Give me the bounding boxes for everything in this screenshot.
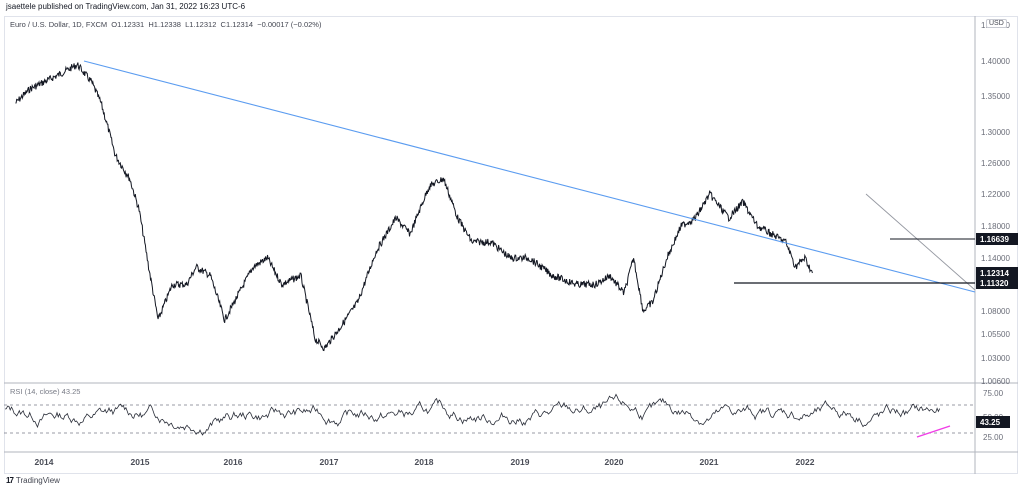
year-tick-label: 2022 <box>796 457 815 467</box>
year-tick-label: 2015 <box>131 457 150 467</box>
price-tag-label: 1.16639 <box>980 235 1009 244</box>
tradingview-brand: TradingView <box>15 476 60 485</box>
price-tick-label: 1.08000 <box>981 307 1010 316</box>
price-tick-label: 1.00600 <box>981 377 1010 386</box>
publisher-line: jsaettele published on TradingView.com, … <box>6 2 246 11</box>
year-tick-label: 2019 <box>511 457 530 467</box>
price-tick-label: 1.26000 <box>981 159 1010 168</box>
year-tick-label: 2014 <box>35 457 54 467</box>
price-tick-label: 1.30000 <box>981 128 1010 137</box>
symbol-legend[interactable]: Euro / U.S. Dollar, 1D, FXCM O1.12331 H1… <box>10 20 321 29</box>
year-tick-label: 2020 <box>605 457 624 467</box>
rsi-divergence-line[interactable] <box>916 425 951 438</box>
time-axis[interactable]: 2014 2015 2016 2017 2018 2019 2020 2021 2022 <box>35 457 815 467</box>
rsi-value-tag: 43.25 <box>976 416 1010 428</box>
short-term-trendline[interactable] <box>865 193 976 291</box>
price-tick-label: 1.40000 <box>981 57 1010 66</box>
price-axis[interactable]: 1.40000 1.35000 1.30000 1.26000 1.22000 1.180… <box>981 21 1010 386</box>
rsi-tick-label: 25.00 <box>983 433 1004 442</box>
year-tick-label: 2017 <box>320 457 339 467</box>
tradingview-logo-icon: 17 <box>6 476 14 485</box>
price-tick-label: 1.35000 <box>981 92 1010 101</box>
price-tag-label: 1.11320 <box>980 279 1009 288</box>
rsi-legend[interactable]: RSI (14, close) 43.25 <box>10 387 81 396</box>
price-line <box>15 62 813 352</box>
currency-badge[interactable]: USD <box>986 19 1007 28</box>
price-tick-label: 1.14000 <box>981 254 1010 263</box>
rsi-tick-label: 75.00 <box>983 389 1004 398</box>
tradingview-logo[interactable]: 17 TradingView <box>6 476 60 485</box>
price-tag-bg <box>976 233 1018 245</box>
price-tag-bg <box>976 277 1018 289</box>
year-tick-label: 2016 <box>224 457 243 467</box>
svg-text:43.25: 43.25 <box>980 418 1001 427</box>
price-tag-bg <box>976 267 1018 279</box>
rsi-line <box>4 393 941 436</box>
year-tick-label: 2021 <box>700 457 719 467</box>
symbol-label: Euro / U.S. Dollar, 1D, FXCM <box>10 20 108 29</box>
long-term-trendline[interactable] <box>83 60 976 293</box>
year-tick-label: 2018 <box>415 457 434 467</box>
price-tag-label: 1.12314 <box>980 269 1009 278</box>
price-tick-label: 1.18000 <box>981 222 1010 231</box>
price-tick-label: 1.22000 <box>981 190 1010 199</box>
ohlc-values: O1.12331 H1.12338 L1.12312 C1.12314 −0.0… <box>111 20 322 29</box>
price-tick-label: 1.03000 <box>981 354 1010 363</box>
price-tick-label: 1.05500 <box>981 330 1010 339</box>
